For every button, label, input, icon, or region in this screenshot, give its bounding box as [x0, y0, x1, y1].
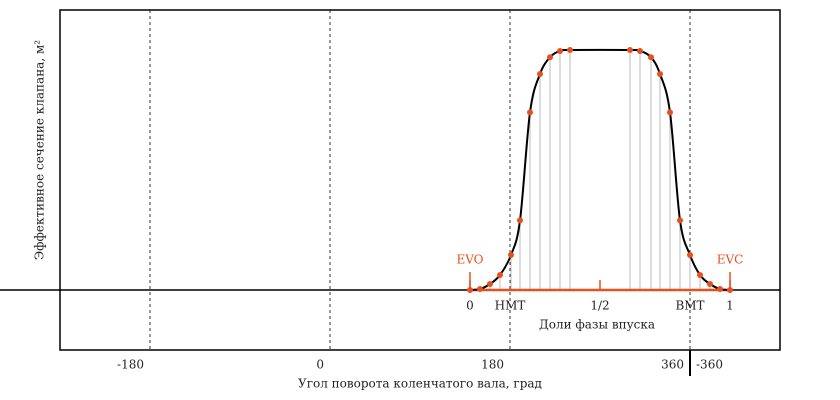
point — [627, 47, 633, 54]
point — [487, 281, 493, 288]
x2-axis-label: Доли фазы впуска — [539, 318, 655, 332]
point — [567, 47, 573, 54]
annotation: ВМТ — [675, 299, 704, 313]
point — [657, 71, 663, 78]
point — [557, 47, 563, 54]
point — [477, 286, 483, 293]
point — [547, 54, 553, 61]
x-tick-label: -180 — [117, 358, 144, 372]
point — [497, 272, 503, 279]
phase-marker-label: EVO — [456, 253, 483, 267]
x-tick-label: 360 — [661, 358, 684, 372]
point — [677, 217, 683, 224]
phase-marker-label: EVC — [717, 253, 744, 267]
line — [469, 48, 731, 291]
x-axis-label: Угол поворота коленчатого вала, град — [298, 377, 542, 391]
x-tick-label: 180 — [481, 358, 504, 372]
point — [637, 47, 643, 54]
point — [687, 251, 693, 258]
plot-frame — [59, 9, 781, 351]
x-tick-label: 0 — [316, 358, 324, 372]
point — [648, 54, 654, 61]
point — [517, 217, 523, 224]
point — [697, 272, 703, 279]
point — [707, 281, 713, 288]
annotation: НМТ — [495, 299, 526, 313]
x-tick-label: -360 — [696, 358, 723, 372]
x2-tick-label: 1 — [726, 299, 734, 313]
point — [717, 286, 723, 293]
point — [467, 287, 473, 294]
point — [527, 109, 533, 116]
x2-tick-label: 1/2 — [590, 299, 609, 313]
point — [727, 287, 733, 294]
point — [508, 251, 514, 258]
point — [667, 109, 673, 116]
point — [537, 71, 543, 78]
y-axis-label: Эффективное сечение клапана, м² — [33, 40, 47, 260]
x2-tick-label: 0 — [466, 299, 474, 313]
